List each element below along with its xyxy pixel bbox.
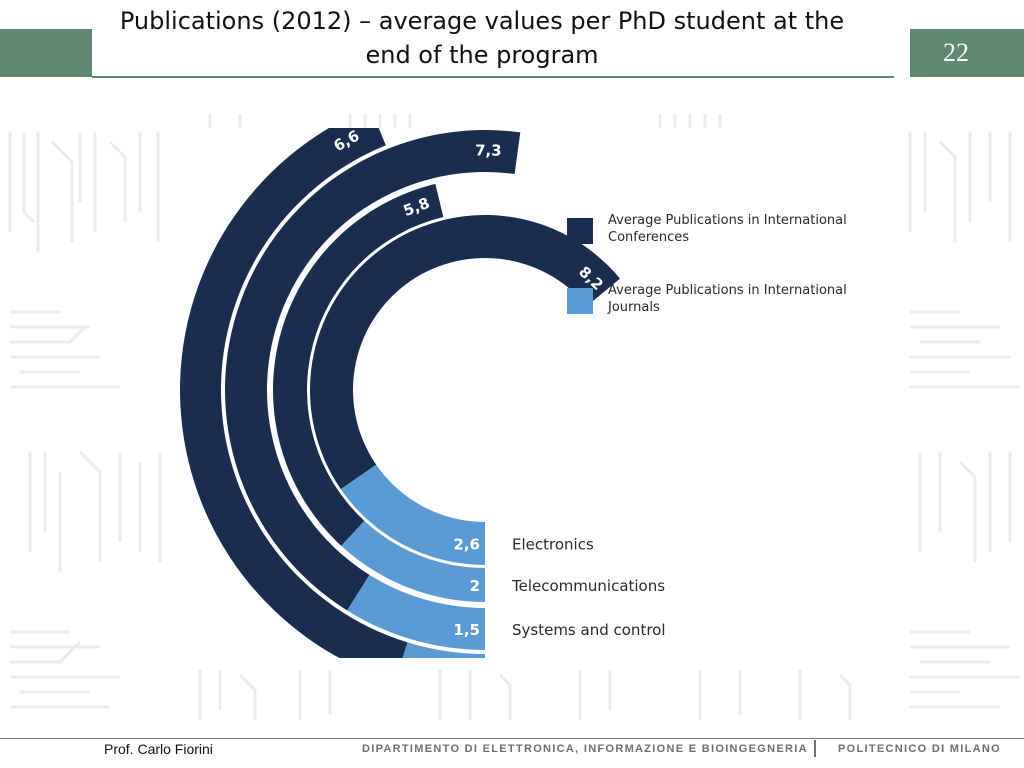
footer-university: POLITECNICO DI MILANO (838, 743, 1001, 755)
legend-swatch-conferences (567, 218, 593, 244)
journals-value-label: 1,5 (453, 621, 480, 639)
bar-conferences-telecommunications (273, 183, 444, 546)
bar-conferences-electronics (309, 214, 621, 490)
conferences-value-label: 7,3 (475, 141, 502, 159)
circuit-pattern-right (908, 132, 1020, 709)
bar-journals-electronics (340, 464, 485, 565)
header-rule (92, 76, 894, 78)
legend-label-conferences: Average Publications in International Con… (608, 213, 847, 245)
category-label: Telecommunications (511, 577, 665, 595)
slide-title: Publications (2012) – average values per… (119, 7, 845, 69)
footer-separator (814, 740, 816, 757)
journals-value-label: 2 (470, 577, 480, 595)
circuit-pattern-bottom (198, 670, 852, 720)
legend-swatch-journals (567, 288, 593, 314)
category-label: Systems and control (512, 621, 666, 639)
circuit-pattern-left (8, 132, 162, 709)
header-bar-left (0, 29, 92, 77)
page-number: 22 (943, 38, 969, 67)
bar-conferences-systems-and-control (224, 129, 521, 611)
bar-conferences-computer-sci-and-eng- (179, 107, 408, 682)
category-label: Electronics (512, 536, 594, 554)
footer-department: DIPARTIMENTO DI ELETTRONICA, INFORMAZION… (362, 743, 808, 755)
bar-journals-telecommunications (341, 520, 485, 602)
circuit-pattern-top (208, 114, 722, 132)
bar-journals-systems-and-control (347, 574, 485, 650)
legend-label-journals: Average Publications in International Jou… (607, 283, 847, 315)
journals-value-label: 2,6 (453, 536, 480, 554)
footer-rule (0, 738, 1024, 739)
header-bar-right (910, 29, 1024, 77)
footer-author: Prof. Carlo Fiorini (104, 741, 213, 757)
chart-area: 2,6 Electronics 8,2 2 Telecommunications 5,8 1… (178, 107, 896, 695)
